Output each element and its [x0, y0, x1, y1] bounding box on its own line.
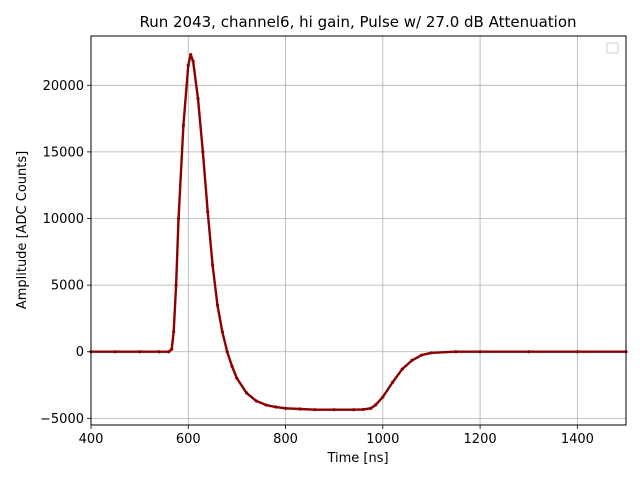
data-point: [313, 408, 317, 412]
x-tick-label: 600: [176, 432, 201, 447]
y-tick-label: 10000: [43, 212, 84, 227]
ticks: 400 600 800 1000 1200 1400 −5000 0 5000 10000 1500…: [40, 79, 594, 447]
data-point: [373, 403, 378, 407]
data-point: [400, 367, 404, 371]
data-point: [186, 63, 190, 67]
data-point: [298, 407, 302, 411]
y-tick-label: 15000: [43, 145, 84, 160]
data-point: [420, 353, 424, 357]
data-point: [254, 399, 258, 403]
data-point: [206, 210, 210, 214]
data-point: [189, 53, 193, 57]
data-point: [352, 408, 356, 412]
data-point: [176, 216, 181, 221]
data-point: [527, 350, 531, 354]
data-point: [390, 380, 395, 384]
plot-frame: [90, 35, 627, 426]
data-point: [167, 350, 171, 354]
data-point: [410, 358, 414, 362]
y-tick-label: 5000: [51, 279, 84, 294]
x-tick-label: 1200: [464, 432, 497, 447]
grid: [90, 36, 626, 425]
data-point: [172, 330, 176, 334]
legend-box: [606, 42, 619, 54]
y-axis-label: Amplitude [ADC Counts]: [15, 151, 30, 309]
data-point: [283, 406, 288, 410]
data-point: [429, 351, 434, 355]
data-point: [174, 283, 178, 287]
data-point: [157, 350, 161, 354]
data-point: [138, 350, 142, 354]
data-point: [478, 350, 482, 354]
data-point: [210, 263, 215, 267]
series-layer: [89, 53, 628, 412]
data-point: [454, 350, 458, 354]
data-point: [196, 97, 200, 101]
data-point: [245, 391, 249, 395]
data-point: [235, 376, 239, 380]
data-point: [575, 350, 579, 354]
data-point: [264, 403, 268, 407]
chart-title: Run 2043, channel6, hi gain, Pulse w/ 27…: [139, 13, 576, 31]
data-point: [113, 350, 117, 354]
data-point: [170, 347, 174, 351]
data-point: [181, 123, 186, 127]
data-point: [332, 408, 336, 412]
x-tick-label: 400: [79, 432, 104, 447]
data-point: [225, 350, 229, 354]
data-point: [369, 406, 373, 410]
data-point: [201, 150, 205, 154]
x-tick-label: 1400: [561, 432, 594, 447]
x-axis-label: Time [ns]: [326, 451, 388, 466]
y-tick-label: −5000: [40, 412, 84, 427]
data-point: [220, 330, 224, 334]
y-tick-label: 20000: [43, 79, 84, 94]
x-tick-label: 1000: [366, 432, 399, 447]
data-point: [381, 395, 385, 399]
data-point: [274, 405, 278, 409]
data-point: [191, 59, 195, 63]
data-point: [230, 364, 234, 368]
y-tick-label: 0: [76, 345, 84, 360]
x-tick-label: 800: [273, 432, 298, 447]
data-point: [361, 407, 365, 412]
data-point: [215, 303, 220, 307]
